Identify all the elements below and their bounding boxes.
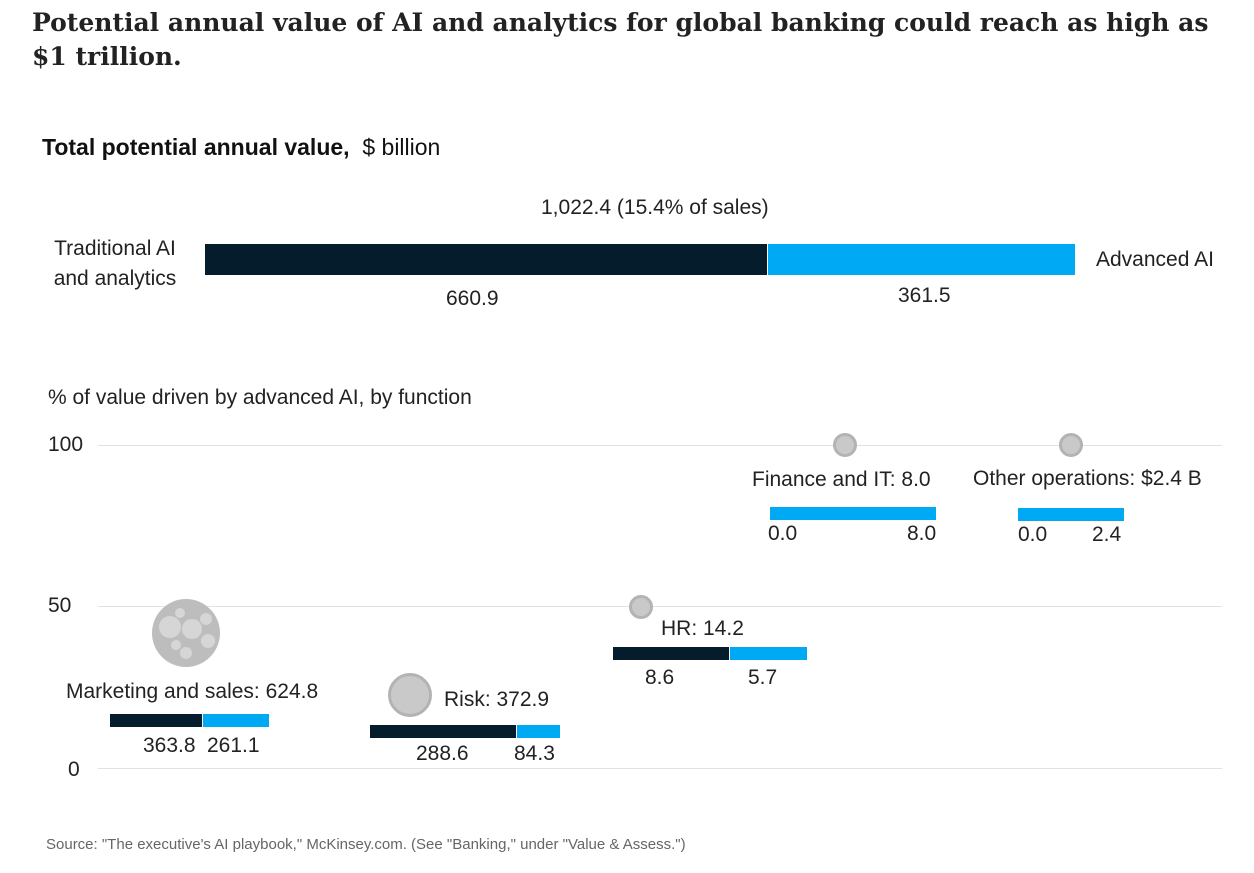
bubble-point bbox=[152, 598, 220, 667]
subtitle-bold: Total potential annual value, bbox=[42, 134, 350, 160]
chart-subtitle: Total potential annual value, $ billion bbox=[42, 134, 440, 161]
bar-traditional bbox=[370, 725, 516, 738]
bar-advanced bbox=[770, 507, 936, 520]
series-label-traditional: Traditional AI and analytics bbox=[53, 237, 177, 290]
value-label-advanced: 84.3 bbox=[514, 742, 555, 765]
bubble-point bbox=[629, 594, 653, 619]
bar-advanced bbox=[768, 244, 1075, 275]
value-label-advanced: 5.7 bbox=[748, 666, 778, 689]
bubble-point bbox=[833, 433, 857, 457]
value-label-advanced: 261.1 bbox=[207, 734, 260, 757]
bar-traditional bbox=[205, 244, 768, 275]
bar-advanced bbox=[517, 725, 560, 738]
marble-dot bbox=[201, 633, 215, 648]
marble-dot bbox=[200, 612, 212, 625]
chart-title: Potential annual value of AI and analyti… bbox=[32, 8, 1209, 71]
series-label-advanced: Advanced AI bbox=[1096, 248, 1214, 271]
value-label-advanced: 2.4 bbox=[1092, 523, 1122, 546]
gridline-0 bbox=[98, 768, 1222, 769]
point-label: Other operations: $2.4 B bbox=[973, 467, 1202, 490]
value-label-traditional: 660.9 bbox=[446, 287, 499, 310]
point-label: HR: 14.2 bbox=[661, 617, 744, 640]
bar-traditional bbox=[110, 714, 202, 727]
bubble-point bbox=[388, 673, 432, 717]
scatter-ylabel: % of value driven by advanced AI, by fun… bbox=[48, 386, 472, 409]
value-label-traditional: 363.8 bbox=[143, 734, 196, 757]
value-label-traditional: 8.6 bbox=[645, 666, 675, 689]
point-label: Risk: 372.9 bbox=[444, 688, 550, 711]
value-label-advanced: 361.5 bbox=[898, 284, 951, 307]
total-label: 1,022.4 (15.4% of sales) bbox=[541, 196, 769, 219]
ytick-50: 50 bbox=[48, 594, 72, 617]
bar-advanced bbox=[203, 714, 269, 727]
bar-advanced bbox=[1018, 508, 1124, 521]
source-note: Source: "The executive's AI playbook," M… bbox=[46, 836, 686, 853]
value-label-traditional: 0.0 bbox=[768, 522, 798, 545]
point-label: Finance and IT: 8.0 bbox=[752, 468, 931, 491]
gridline-50 bbox=[98, 606, 1222, 607]
marble-dot bbox=[159, 615, 181, 638]
bar-traditional bbox=[613, 647, 729, 660]
bar-advanced bbox=[730, 647, 807, 660]
value-label-traditional: 288.6 bbox=[416, 742, 469, 765]
point-label: Marketing and sales: 624.8 bbox=[66, 680, 319, 703]
value-label-traditional: 0.0 bbox=[1018, 523, 1048, 546]
marble-dot bbox=[180, 646, 192, 659]
ytick-0: 0 bbox=[68, 758, 80, 781]
ytick-100: 100 bbox=[48, 433, 84, 456]
subtitle-unit: $ billion bbox=[362, 134, 441, 160]
value-label-advanced: 8.0 bbox=[907, 522, 937, 545]
marble-dot bbox=[175, 607, 185, 618]
marble-dot bbox=[182, 618, 202, 639]
bubble-point bbox=[1059, 433, 1083, 457]
gridline-100 bbox=[98, 445, 1222, 446]
marble-dot bbox=[171, 639, 181, 650]
